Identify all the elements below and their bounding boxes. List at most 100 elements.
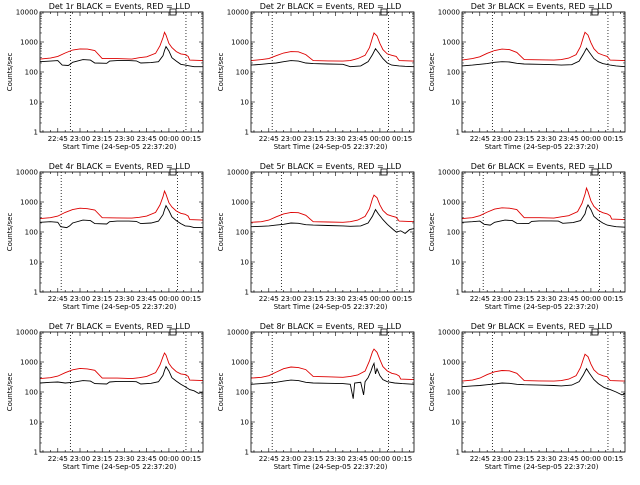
- x-tick-label: 22:45: [470, 295, 490, 303]
- series-line-events: [39, 45, 203, 68]
- y-tick-label: 1: [34, 289, 38, 297]
- y-axis-label: Counts/sec: [428, 53, 436, 92]
- x-tick-label: 00:00: [370, 295, 390, 303]
- x-tick-label: 00:00: [159, 295, 179, 303]
- x-tick-label: 23:45: [348, 295, 368, 303]
- y-tick-label: 1: [456, 289, 460, 297]
- y-tick-label: 10000: [16, 169, 38, 177]
- x-tick-label: 23:00: [70, 455, 90, 463]
- x-axis-label: Start Time (24-Sep-05 22:37:20): [485, 143, 599, 151]
- x-tick-label: 00:15: [392, 455, 412, 463]
- y-tick-label: 100: [447, 389, 460, 397]
- x-tick-label: 23:30: [325, 455, 345, 463]
- y-tick-label: 10000: [16, 329, 38, 337]
- y-tick-label: 10: [451, 259, 460, 267]
- x-tick-label: 00:15: [392, 135, 412, 143]
- y-tick-label: 10: [451, 99, 460, 107]
- y-tick-label: 1000: [231, 39, 249, 47]
- chart-title: Det 8r BLACK = Events, RED = LLD: [260, 322, 402, 331]
- x-tick-label: 23:30: [114, 295, 134, 303]
- x-tick-label: 22:45: [470, 135, 490, 143]
- y-tick-label: 1: [245, 289, 249, 297]
- series-line-events: [250, 208, 415, 234]
- x-tick-label: 22:45: [48, 135, 68, 143]
- y-tick-label: 100: [236, 229, 249, 237]
- x-tick-label: 23:00: [70, 135, 90, 143]
- series-line-lld: [250, 348, 415, 381]
- x-tick-label: 00:00: [581, 455, 601, 463]
- x-tick-label: 00:15: [181, 295, 201, 303]
- y-tick-label: 1000: [20, 359, 38, 367]
- x-tick-label: 23:00: [70, 295, 90, 303]
- x-tick-label: 23:00: [492, 295, 512, 303]
- series-line-lld: [461, 186, 626, 221]
- series-line-events: [39, 204, 203, 229]
- y-tick-label: 10: [240, 259, 249, 267]
- x-tick-label: 23:45: [559, 455, 579, 463]
- chart-panel-3: Det 3r BLACK = Events, RED = LLD 1 10 100 10…: [428, 2, 626, 151]
- series-line-lld: [39, 31, 204, 62]
- x-tick-label: 23:00: [492, 455, 512, 463]
- y-tick-label: 1000: [231, 199, 249, 207]
- y-tick-label: 10000: [227, 329, 249, 337]
- y-tick-label: 10: [29, 259, 38, 267]
- x-axis-label: Start Time (24-Sep-05 22:37:20): [274, 143, 388, 151]
- x-tick-label: 23:45: [348, 455, 368, 463]
- y-tick-label: 1000: [20, 39, 38, 47]
- x-tick-label: 23:15: [303, 135, 323, 143]
- y-axis-label: Counts/sec: [428, 373, 436, 412]
- x-tick-label: 00:00: [370, 135, 390, 143]
- y-tick-label: 10: [29, 419, 38, 427]
- plot-frame: [39, 171, 204, 293]
- x-tick-label: 00:15: [181, 455, 201, 463]
- y-tick-label: 100: [25, 229, 38, 237]
- y-tick-label: 1: [245, 449, 249, 457]
- chart-panel-2: Det 2r BLACK = Events, RED = LLD 1 10 100 10…: [217, 2, 415, 151]
- x-tick-label: 23:30: [114, 135, 134, 143]
- x-tick-label: 00:00: [581, 295, 601, 303]
- x-tick-label: 22:45: [259, 135, 279, 143]
- chart-panel-7: Det 7r BLACK = Events, RED = LLD 1 10 100 10…: [6, 322, 204, 471]
- x-tick-label: 23:45: [559, 135, 579, 143]
- y-tick-label: 1: [456, 449, 460, 457]
- x-tick-label: 23:45: [348, 135, 368, 143]
- x-tick-label: 00:15: [603, 295, 623, 303]
- series-line-events: [461, 203, 626, 228]
- series-line-events: [250, 361, 415, 399]
- y-axis-label: Counts/sec: [217, 373, 225, 412]
- y-tick-label: 1000: [442, 359, 460, 367]
- chart-panel-8: Det 8r BLACK = Events, RED = LLD 1 10 100 10…: [217, 322, 415, 471]
- series-line-events: [250, 47, 415, 68]
- y-tick-label: 1: [245, 129, 249, 137]
- y-tick-label: 1000: [442, 199, 460, 207]
- x-tick-label: 00:00: [370, 455, 390, 463]
- chart-title: Det 3r BLACK = Events, RED = LLD: [471, 2, 613, 11]
- chart-title: Det 9r BLACK = Events, RED = LLD: [471, 322, 613, 331]
- x-tick-label: 23:15: [92, 295, 112, 303]
- chart-title: Det 2r BLACK = Events, RED = LLD: [260, 2, 402, 11]
- y-axis-label: Counts/sec: [6, 373, 14, 412]
- x-tick-label: 23:30: [325, 135, 345, 143]
- plot-frame: [461, 171, 626, 293]
- x-axis-label: Start Time (24-Sep-05 22:37:20): [485, 303, 599, 311]
- series-line-lld: [250, 194, 415, 223]
- y-tick-label: 100: [25, 389, 38, 397]
- x-tick-label: 00:15: [603, 135, 623, 143]
- y-axis-label: Counts/sec: [6, 53, 14, 92]
- y-tick-label: 10: [29, 99, 38, 107]
- x-tick-label: 23:15: [514, 135, 534, 143]
- y-tick-label: 10: [451, 419, 460, 427]
- chart-title: Det 4r BLACK = Events, RED = LLD: [49, 162, 191, 171]
- y-tick-label: 100: [447, 229, 460, 237]
- plot-frame: [39, 331, 204, 453]
- x-tick-label: 00:00: [159, 455, 179, 463]
- x-tick-label: 23:30: [536, 135, 556, 143]
- x-tick-label: 00:00: [581, 135, 601, 143]
- x-tick-label: 22:45: [259, 295, 279, 303]
- series-line-lld: [461, 31, 626, 62]
- series-line-lld: [39, 189, 204, 221]
- x-axis-label: Start Time (24-Sep-05 22:37:20): [485, 463, 599, 471]
- y-tick-label: 10000: [16, 9, 38, 17]
